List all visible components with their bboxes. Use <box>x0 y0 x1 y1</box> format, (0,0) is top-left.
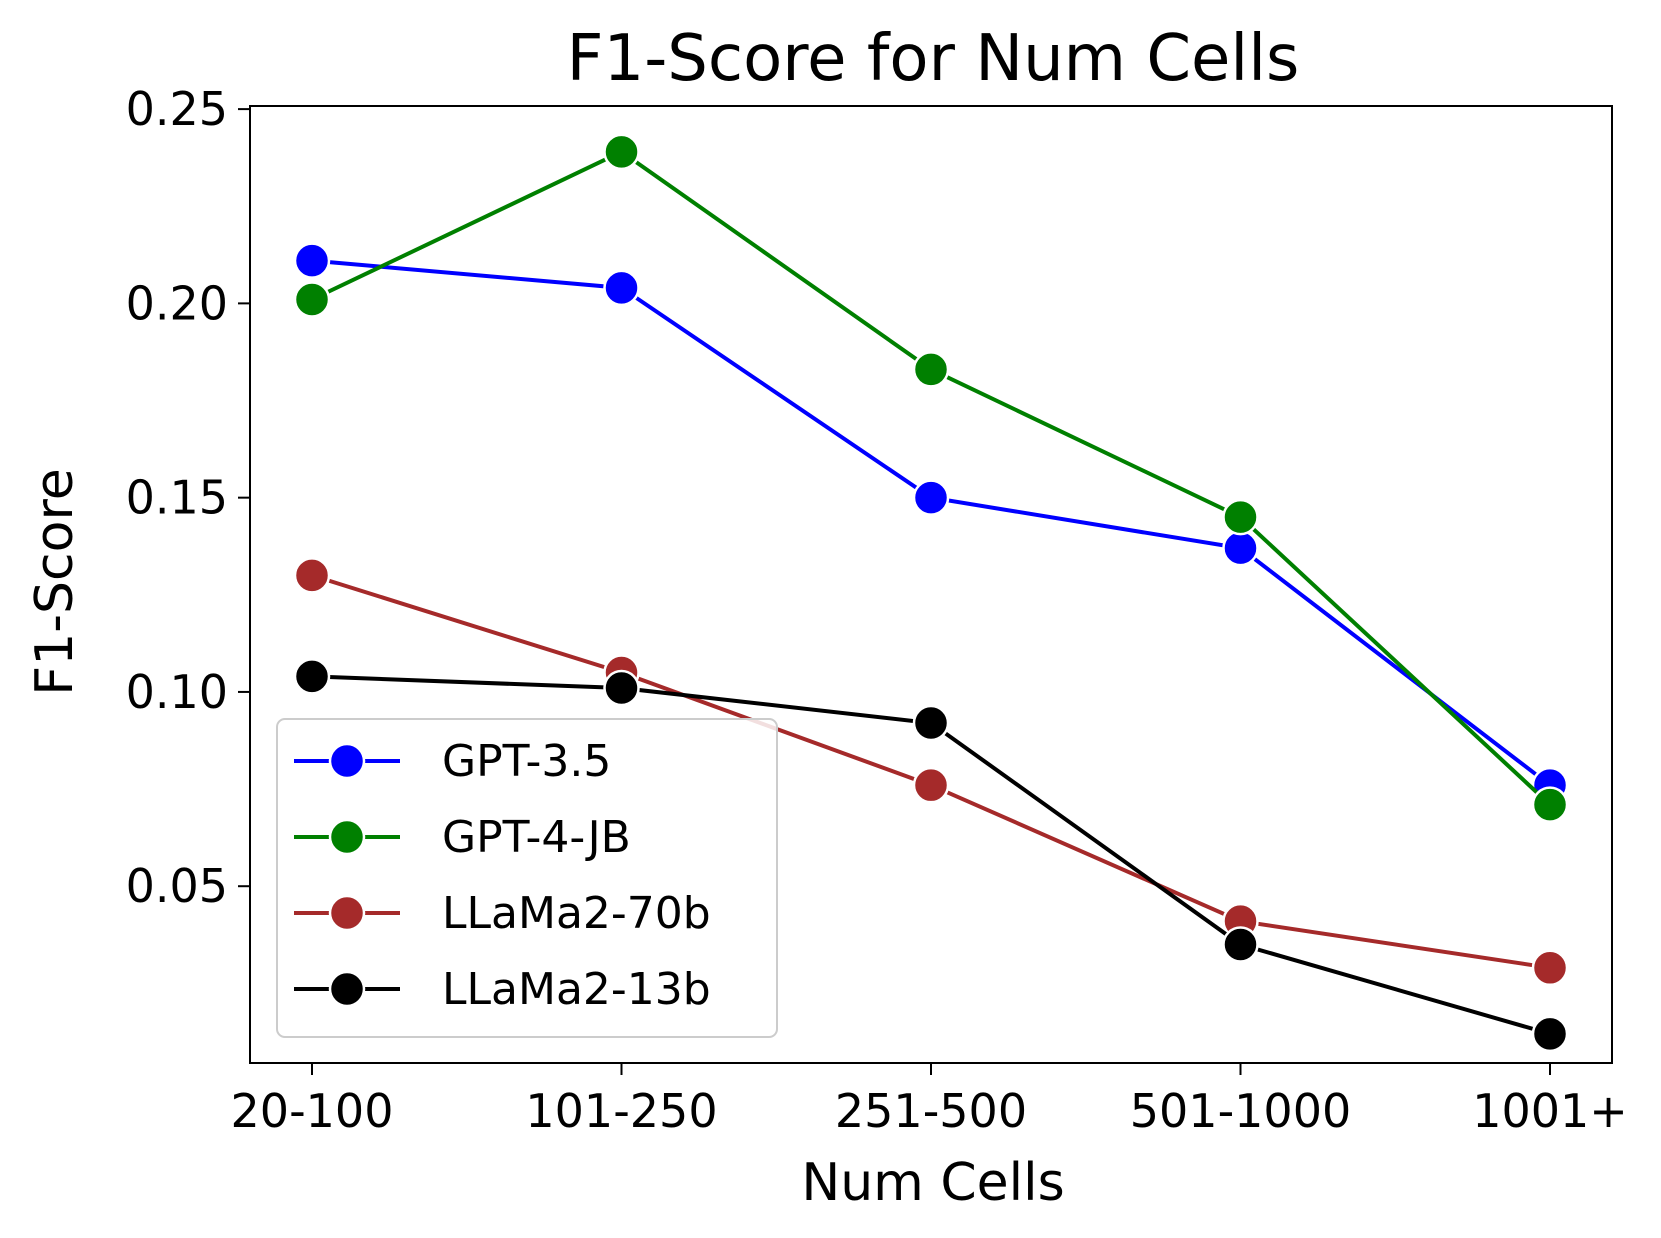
x-tick-label: 20-100 <box>231 1084 394 1138</box>
data-point-gpt-4-jb <box>603 133 640 171</box>
legend-label-llama2-70b: LLaMa2-70b <box>442 888 711 939</box>
data-point-gpt-3-5 <box>603 269 640 307</box>
data-point-gpt-4-jb <box>1222 498 1259 536</box>
legend-label-gpt-3-5: GPT-3.5 <box>442 736 611 787</box>
data-point-llama2-13b <box>293 658 331 695</box>
y-axis-label: F1-Score <box>25 468 85 695</box>
legend-box <box>276 718 778 1038</box>
data-point-gpt-4-jb <box>293 281 331 318</box>
x-tick-label: 1001+ <box>1472 1084 1628 1138</box>
y-tick-label: 0.05 <box>126 859 228 913</box>
data-point-llama2-13b <box>603 669 640 707</box>
plot-area: 0.05 0.10 0.15 0.20 0.25 20-100 101-250 251-500… <box>126 82 1628 1138</box>
x-tick-label: 251-500 <box>835 1084 1027 1138</box>
data-point-llama2-70b <box>912 766 950 804</box>
x-tick-label: 101-250 <box>525 1084 717 1138</box>
data-point-llama2-70b <box>293 557 331 594</box>
data-point-llama2-13b <box>1222 926 1259 963</box>
legend-marker-gpt-3-5 <box>328 742 366 780</box>
y-tick-label: 0.20 <box>126 276 228 330</box>
legend-label-llama2-13b: LLaMa2-13b <box>442 964 711 1015</box>
chart-title: F1-Score for Num Cells <box>567 22 1300 96</box>
legend-marker-llama2-13b <box>328 970 366 1008</box>
y-tick-label: 0.10 <box>126 665 228 719</box>
y-tick-label: 0.15 <box>126 471 228 525</box>
y-tick-label: 0.25 <box>126 82 228 136</box>
data-point-gpt-4-jb <box>912 351 950 388</box>
legend-marker-llama2-70b <box>328 894 366 932</box>
legend: GPT-3.5 GPT-4-JB LLaMa2-70b LLaMa2-13b <box>276 718 778 1038</box>
data-point-llama2-13b <box>912 704 950 742</box>
data-point-llama2-70b <box>1531 949 1569 987</box>
data-point-gpt-4-jb <box>1531 786 1569 823</box>
data-point-llama2-13b <box>1531 1015 1569 1053</box>
legend-label-gpt-4-jb: GPT-4-JB <box>442 812 631 863</box>
x-axis-label: Num Cells <box>801 1153 1064 1213</box>
data-point-gpt-3-5 <box>293 242 331 279</box>
x-tick-label: 501-1000 <box>1130 1084 1351 1138</box>
data-point-gpt-3-5 <box>1222 529 1259 567</box>
legend-marker-gpt-4-jb <box>328 818 366 856</box>
data-point-gpt-3-5 <box>912 479 950 516</box>
